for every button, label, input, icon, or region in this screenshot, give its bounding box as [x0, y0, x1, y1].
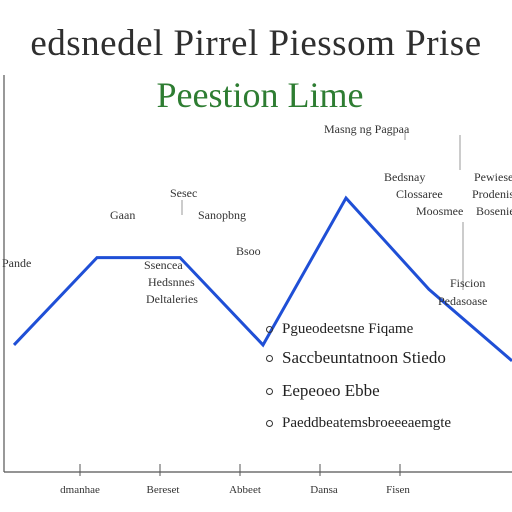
annotation-label: Prodeniss [472, 187, 512, 201]
series-line [12, 195, 512, 362]
x-tick-label: Abbeet [229, 484, 261, 496]
annotation-label: Pedasoase [438, 294, 488, 308]
annotation-label: Moosmee [416, 204, 464, 218]
chart-subtitle: Peestion Lime [156, 75, 364, 115]
annotation-label: Pande [2, 256, 32, 270]
bullet-item: Paeddbeatemsbroeeeaemgte [262, 408, 451, 438]
x-tick-label: dmanhae [60, 484, 100, 496]
annotation-label: Clossaree [396, 187, 443, 201]
annotation-label: Deltaleries [146, 292, 198, 306]
x-tick-label: Fisen [386, 484, 410, 496]
bullet-list: Pgueodeetsne Fiqame Saccbeuntatnoon Stie… [262, 316, 451, 438]
x-tick-label: Dansa [310, 484, 338, 496]
annotation-label: Fiscion [450, 276, 486, 290]
bullet-item: Eepeoeo Ebbe [262, 374, 451, 408]
annotation-label: Bedsnay [384, 170, 426, 184]
series-layer [12, 195, 512, 362]
x-tick-label: Bereset [146, 484, 180, 496]
annotation-label: Bosenies [476, 204, 512, 218]
annotation-label: Pewieses [474, 170, 512, 184]
bullet-item: Pgueodeetsne Fiqame [262, 316, 451, 342]
annotation-label: Bsoo [236, 244, 261, 258]
annotation-label: Sanopbng [198, 208, 246, 222]
bullet-item: Saccbeuntatnoon Stiedo [262, 342, 451, 374]
x-axis-ticks [79, 464, 401, 476]
annotation-label: Masng ng Pagpaa [324, 122, 410, 136]
chart-title: edsnedel Pirrel Piessom Prise [30, 23, 482, 64]
annotation-label: Sesec [170, 186, 198, 200]
annotation-label: Ssencea [144, 258, 183, 272]
annotation-label: Gaan [110, 208, 136, 222]
annotation-leader-lines [181, 133, 464, 290]
annotation-label: Hedsnnes [148, 275, 195, 289]
